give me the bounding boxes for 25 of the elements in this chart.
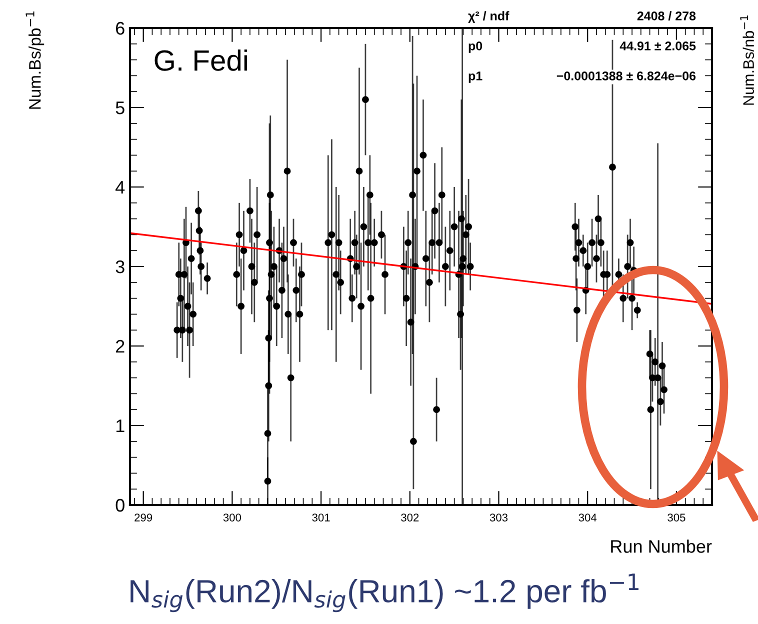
y-tick-label: 1	[116, 420, 124, 432]
annotation: −0.0001388 ± 6.824e−06	[556, 72, 696, 80]
annotation: p1	[468, 72, 482, 83]
y-tick-label: 2	[116, 340, 124, 353]
x-tick-label: 301	[312, 514, 330, 522]
y-tick-label: 0	[116, 498, 124, 512]
x-axis-title: Run Number	[611, 540, 712, 553]
text: 2408 / 278	[637, 11, 696, 20]
annotation: 44.91 ± 2.065	[620, 42, 696, 50]
x-tick-label: 302	[401, 514, 419, 522]
text: Num.Bs/nb$^{−1}$	[740, 15, 754, 105]
annotation: G. Fedi	[154, 49, 247, 71]
annotation: p0	[468, 42, 482, 53]
x-tick-label: 303	[490, 514, 508, 522]
x-tick-label: 304	[578, 514, 597, 522]
y-tick-label: 6	[116, 22, 124, 35]
text: χ² / ndf	[468, 11, 510, 23]
y-tick-label: 4	[116, 181, 125, 194]
x-tick-label: 299	[134, 514, 152, 522]
x-tick-label: 305	[668, 514, 686, 522]
text: N$_{sig}$(Run2)/N$_{sig}$(Run1) ~1.2 per fb$^{−1}$	[130, 574, 638, 612]
y-tick-label: 3	[116, 260, 124, 274]
x-tick-label: 300	[223, 514, 242, 522]
y-tick-label: 5	[116, 102, 124, 114]
y-axis-title: Num.Bs/pb$^{−1}$	[26, 11, 44, 109]
